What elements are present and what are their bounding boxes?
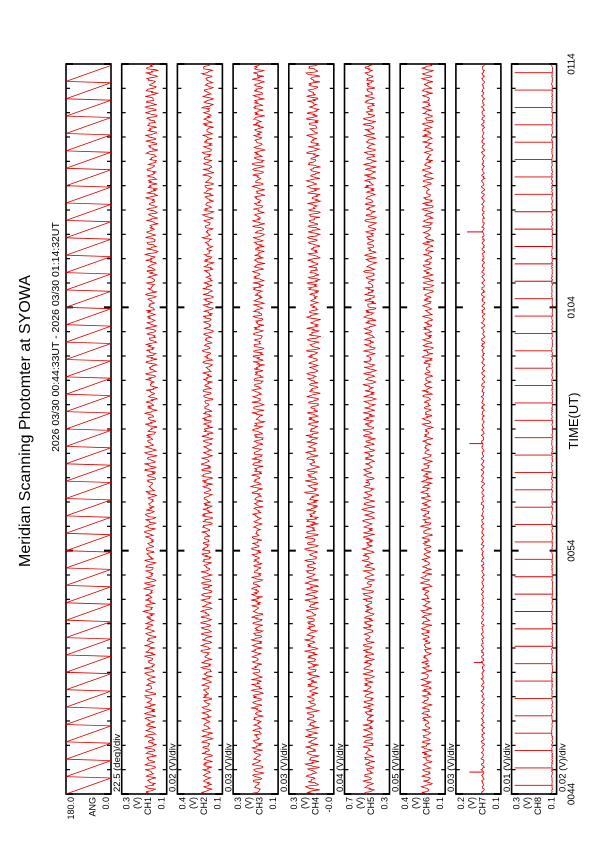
y-tick-label-bottom: 0.1 bbox=[547, 797, 557, 810]
channel-label: CH1 bbox=[143, 797, 153, 815]
channel-label: CH4 bbox=[310, 797, 320, 815]
trace-ch7 bbox=[480, 63, 486, 795]
trace-ch3 bbox=[249, 63, 267, 795]
unit-label: (V) bbox=[299, 797, 309, 809]
panel-frame bbox=[399, 63, 447, 795]
unit-label: (V) bbox=[466, 797, 476, 809]
y-tick-label-bottom: 0.1 bbox=[491, 797, 501, 810]
y-tick-label-bottom: 0.3 bbox=[380, 797, 390, 810]
y-tick-label-top: 0.2 bbox=[456, 797, 466, 810]
panel-ch8: 0.3 0.1 CH8(V) 0.02 (V)/div bbox=[510, 63, 569, 815]
unit-label: (V) bbox=[188, 797, 198, 809]
scale-label: 0.03 (V)/div bbox=[446, 743, 457, 792]
scale-label: 0.05 (V)/div bbox=[391, 743, 402, 792]
y-tick-label-bottom: 0.1 bbox=[212, 797, 222, 810]
rotated-plot-area: Meridian Scanning Photomter at SYOWA 202… bbox=[17, 53, 581, 820]
scale-label: 0.02 (V)/div bbox=[168, 743, 179, 792]
y-tick-label-top: 0.3 bbox=[233, 797, 243, 810]
trace-ch5 bbox=[361, 63, 378, 795]
trace-ch2 bbox=[199, 63, 216, 795]
y-tick-label-bottom: 0.0 bbox=[101, 797, 111, 810]
x-tick-label: 0104 bbox=[567, 296, 578, 319]
trace-ch6 bbox=[419, 63, 435, 795]
x-tick-label: 0044 bbox=[567, 782, 578, 805]
chart-title: Meridian Scanning Photomter at SYOWA bbox=[17, 275, 34, 567]
scale-label: 0.01 (V)/div bbox=[502, 743, 513, 792]
unit-label: (V) bbox=[411, 797, 421, 809]
x-tick-label: 0114 bbox=[567, 53, 578, 75]
unit-label: (V) bbox=[132, 797, 142, 809]
trace-ch8 bbox=[550, 63, 554, 795]
y-tick-label-top: 0.3 bbox=[122, 797, 132, 810]
panel-frame bbox=[455, 63, 502, 795]
panel-ch7: 0.2 0.1 CH7(V) 0.01 (V)/div bbox=[455, 63, 513, 815]
panel-ch4: 0.3 -0.0 CH4(V) 0.04 (V)/div bbox=[287, 63, 346, 815]
scale-label: 0.02 (V)/div bbox=[558, 743, 569, 792]
y-tick-label-top: 0.3 bbox=[512, 797, 522, 810]
x-axis-title: TIME(UT) bbox=[566, 392, 581, 449]
channel-label: CH6 bbox=[422, 797, 432, 815]
y-tick-label-bottom: 0.1 bbox=[157, 797, 167, 810]
panel-ch5: 0.7 0.3 CH5(V) 0.05 (V)/div bbox=[343, 63, 402, 815]
panel-frame bbox=[176, 63, 224, 795]
trace-ch1 bbox=[141, 63, 160, 795]
scale-label: 0.04 (V)/div bbox=[335, 743, 346, 792]
y-tick-label-top: 0.7 bbox=[345, 797, 355, 810]
channel-label: CH7 bbox=[477, 797, 487, 815]
panel-frame bbox=[120, 63, 168, 795]
time-range-label: 2026 03/30 00:44:33UT - 2026 03/30 01:14… bbox=[50, 222, 62, 452]
scale-label: 0.03 (V)/div bbox=[223, 743, 234, 792]
unit-label: (V) bbox=[355, 797, 365, 809]
y-tick-label-top: 0.4 bbox=[177, 797, 187, 810]
y-tick-label-bottom: 0.1 bbox=[268, 797, 278, 810]
unit-label: (V) bbox=[522, 797, 532, 809]
scale-label: 0.03 (V)/div bbox=[279, 743, 290, 792]
y-tick-label-top: 0.3 bbox=[289, 797, 299, 810]
y-tick-label-top: 0.4 bbox=[400, 797, 410, 810]
channel-label: CH3 bbox=[255, 797, 265, 815]
y-tick-label-bottom: 0.1 bbox=[435, 797, 445, 810]
channel-label: ANG bbox=[88, 797, 98, 817]
channel-label: CH5 bbox=[366, 797, 376, 815]
trace-ch4 bbox=[303, 63, 322, 795]
unit-label: (V) bbox=[244, 797, 254, 809]
x-tick-labels: 0044 0054 0104 0114 bbox=[567, 53, 578, 805]
y-tick-label-top: 180.0 bbox=[66, 797, 76, 820]
y-tick-label-bottom: -0.0 bbox=[324, 797, 334, 813]
channel-label: CH2 bbox=[199, 797, 209, 815]
channel-label: CH8 bbox=[533, 797, 543, 815]
panel-frame bbox=[510, 63, 558, 795]
panel-ch1: 0.3 0.1 CH1(V) 0.02 (V)/div bbox=[120, 63, 179, 815]
trace-ang bbox=[65, 65, 112, 795]
x-tick-label: 0054 bbox=[567, 539, 578, 562]
scale-label: 22.5 (deg)/div bbox=[112, 734, 123, 792]
